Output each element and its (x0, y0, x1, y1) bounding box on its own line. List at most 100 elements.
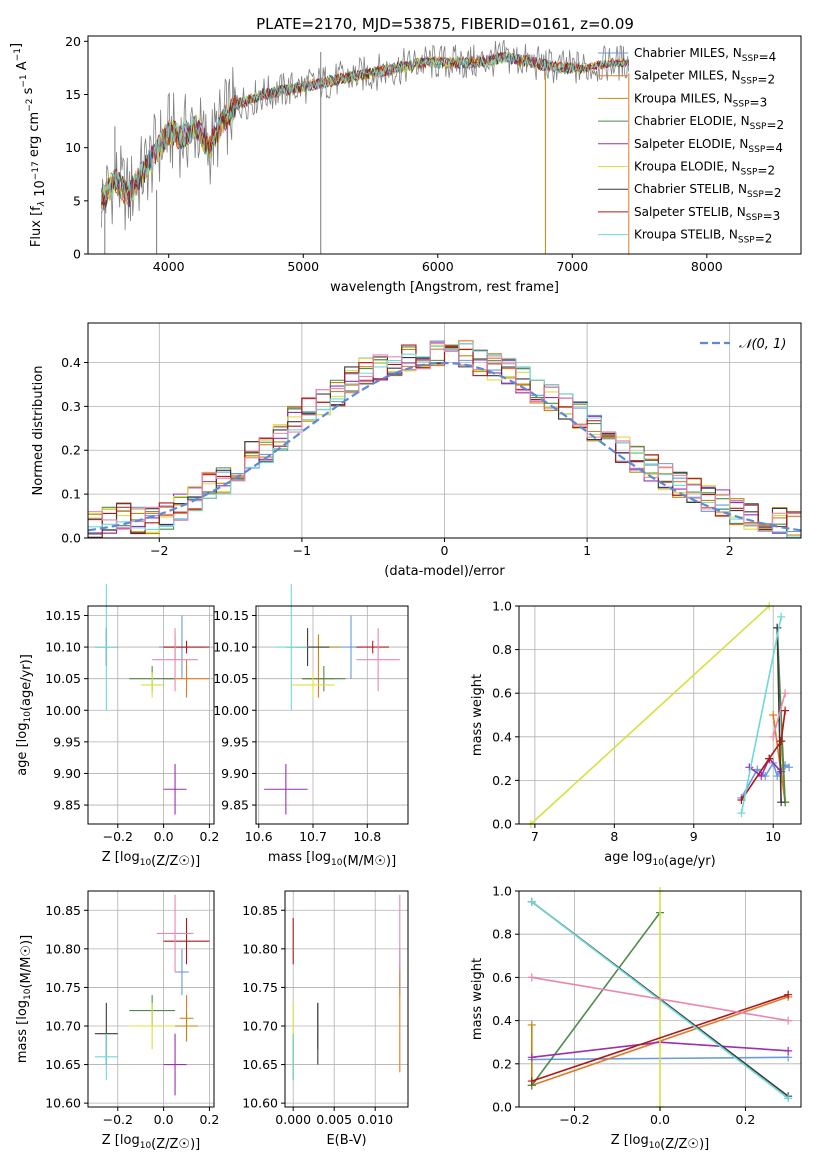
legend-label: Salpeter STELIB, NSSP=3 (634, 205, 780, 223)
y-tick-label: 0.8 (492, 927, 512, 942)
y-tick-label: 0 (73, 247, 81, 262)
weight-marker (777, 737, 786, 746)
weight-marker (781, 706, 790, 715)
panel-5: −0.2 0.0 0.2 10.60 10.65 10.70 10.75 10.80 10.85… (15, 890, 219, 1152)
error-point (356, 628, 400, 692)
x-tick-label: −0.2 (559, 1112, 589, 1127)
y-tick-label: 10.10 (213, 640, 249, 655)
y-tick-label: 10.65 (45, 1057, 81, 1072)
y-tick-label: 10.75 (242, 980, 278, 995)
y-tick-label: 10 (65, 140, 81, 155)
error-point (140, 672, 164, 698)
axes-box (87, 35, 802, 255)
panel-6: 0.000 0.005 0.010 10.60 10.65 10.70 10.75 10.80… (242, 890, 409, 1148)
y-tick-label: 0.3 (61, 399, 81, 414)
y-tick-label: 10.15 (45, 608, 81, 623)
spectrum-line (101, 52, 630, 205)
x-tick-label: 10.7 (299, 829, 327, 844)
weight-marker (527, 973, 536, 982)
weight-line (530, 605, 770, 825)
y-tick-label: 9.90 (221, 766, 249, 781)
weight-line (531, 912, 661, 1086)
weight-line (531, 901, 789, 1100)
y-tick-label: 9.85 (221, 798, 249, 813)
plot-area (101, 39, 630, 254)
y-axis-label: Normed distribution (31, 366, 46, 496)
y-tick-label: 10.65 (242, 1057, 278, 1072)
legend-label: Salpeter MILES, NSSP=2 (634, 69, 775, 87)
y-axis-label: mass weight (470, 958, 485, 1040)
error-point (94, 1033, 118, 1080)
y-tick-label: 10.70 (242, 1019, 278, 1034)
plot-area (264, 583, 400, 815)
plot-area (94, 583, 210, 815)
weight-line (740, 761, 790, 799)
x-tick-label: 10.6 (245, 829, 273, 844)
weight-marker (757, 772, 766, 781)
y-tick-label: 0.0 (492, 1100, 512, 1115)
axes-frame: −0.2 0.0 0.2 0.0 0.2 0.4 0.6 0.8 1.0 Z [log10(Z/Z… (470, 884, 802, 1152)
axes-frame: 7 8 9 10 0.0 0.2 0.4 0.6 0.8 1.0 age log10(age/yr)… (470, 599, 802, 869)
y-tick-label: 10.00 (213, 703, 249, 718)
normal-curve (87, 361, 802, 532)
legend-label: Kroupa ELODIE, NSSP=2 (634, 160, 775, 178)
weight-marker (765, 754, 774, 763)
y-tick-label: 0.0 (61, 531, 81, 546)
x-axis-label: Z [log10(Z/Z☉)] (102, 1133, 200, 1152)
panel-4: 7 8 9 10 0.0 0.2 0.4 0.6 0.8 1.0 age log10(age/yr)… (470, 599, 802, 869)
error-point (94, 583, 118, 711)
weight-marker (737, 809, 746, 818)
y-axis-label: Flux [fλ 10−17 erg cm−2 s−1 A−1] (9, 43, 48, 247)
histogram-step (88, 341, 801, 532)
x-axis-label: Z [log10(Z/Z☉)] (611, 1133, 709, 1152)
legend-label: Kroupa MILES, NSSP=3 (634, 91, 767, 109)
axes-frame: −0.2 0.0 0.2 9.85 9.90 9.95 10.00 10.05 10.10 10.… (15, 605, 219, 869)
legend-label: Chabrier STELIB, NSSP=2 (634, 182, 782, 200)
error-point (175, 1010, 198, 1042)
error-point (163, 918, 210, 965)
y-tick-label: 15 (65, 87, 81, 102)
y-tick-label: 5 (73, 193, 81, 208)
plot-area (87, 340, 802, 539)
axes-box (255, 605, 409, 825)
error-point (152, 628, 198, 692)
x-axis-label: E(B-V) (326, 1133, 366, 1148)
y-tick-label: 0.4 (492, 1013, 512, 1028)
y-tick-label: 0.6 (492, 686, 512, 701)
x-tick-label: 1 (583, 543, 591, 558)
weight-marker (769, 711, 778, 719)
x-axis-label: age log10(age/yr) (604, 850, 715, 869)
weight-marker (785, 763, 794, 772)
x-tick-label: −2 (150, 543, 168, 558)
weight-line (740, 616, 782, 814)
error-point (163, 1033, 187, 1096)
x-tick-label: 7000 (556, 259, 588, 274)
axes-frame: 10.6 10.7 10.8 9.85 9.90 9.95 10.00 10.05 10.10 1… (213, 605, 409, 869)
y-tick-label: 10.00 (45, 703, 81, 718)
legend-label: Chabrier MILES, NSSP=4 (634, 46, 776, 64)
plot-area (527, 887, 793, 1111)
y-axis-label: mass [log10(M/M☉)] (15, 935, 34, 1063)
axes-box (284, 890, 409, 1108)
axes-box (87, 605, 215, 825)
y-tick-label: 9.95 (53, 734, 81, 749)
y-tick-label: 0.0 (492, 817, 512, 832)
weight-marker (527, 1077, 536, 1086)
y-tick-label: 0.2 (61, 443, 81, 458)
weight-marker (784, 1094, 793, 1103)
weight-marker (777, 612, 786, 621)
weight-line (531, 993, 789, 1082)
error-point (291, 672, 335, 698)
x-tick-label: 6000 (422, 259, 454, 274)
y-tick-label: 0.4 (492, 729, 512, 744)
x-tick-label: 8000 (691, 259, 723, 274)
x-tick-label: 0.2 (199, 829, 219, 844)
y-tick-label: 10.75 (45, 980, 81, 995)
panel-7: −0.2 0.0 0.2 0.0 0.2 0.4 0.6 0.8 1.0 Z [log10(Z/Z… (470, 884, 802, 1152)
axes-box (518, 605, 802, 825)
error-point (156, 894, 194, 972)
y-tick-label: 0.8 (492, 642, 512, 657)
panel-3: 10.6 10.7 10.8 9.85 9.90 9.95 10.00 10.05 10.10 1… (213, 583, 409, 869)
legend: 𝒩(0, 1) (700, 337, 786, 352)
y-tick-label: 0.2 (492, 773, 512, 788)
